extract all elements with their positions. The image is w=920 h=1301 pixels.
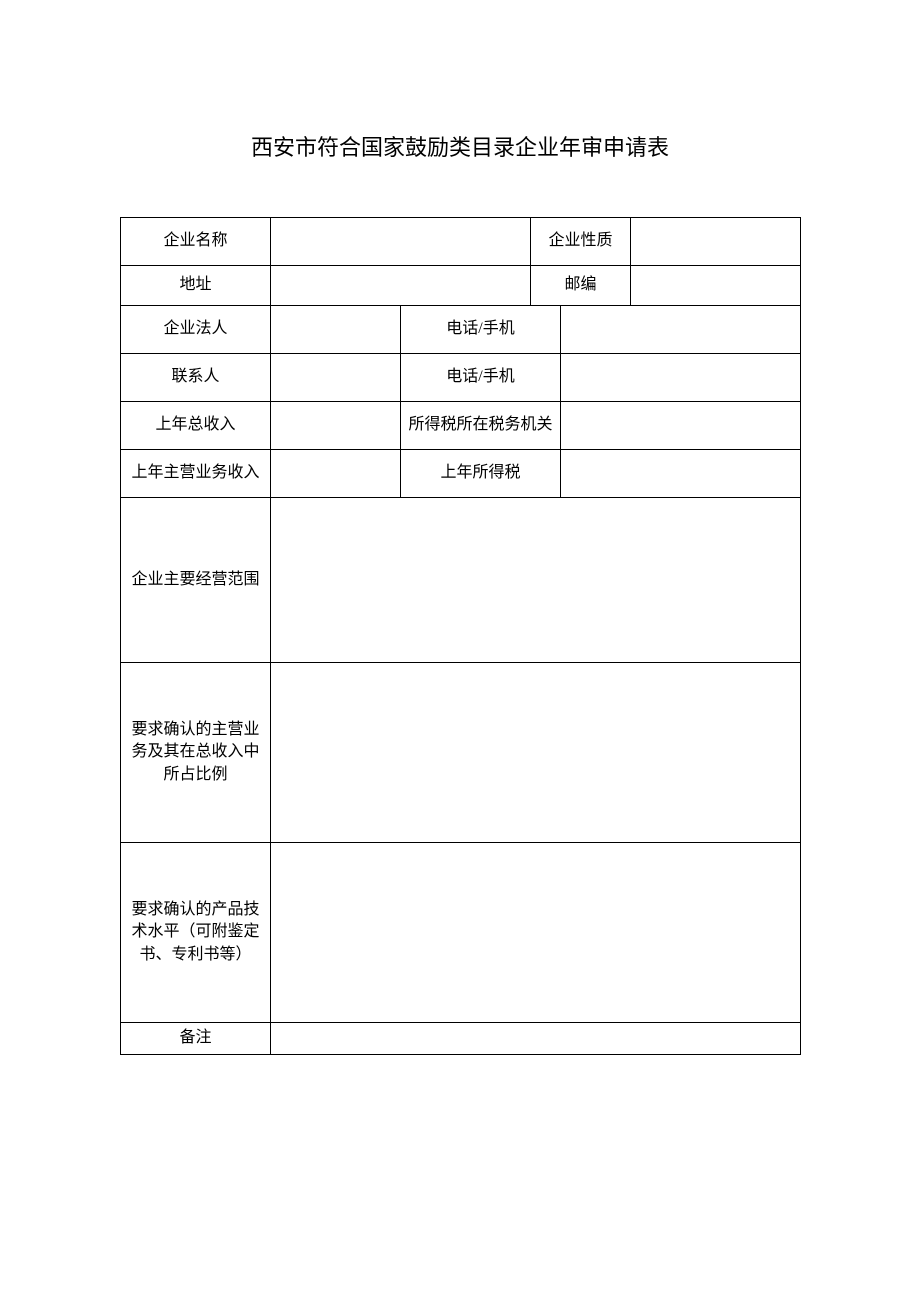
label-phone-1: 电话/手机: [401, 306, 561, 354]
label-main-business-ratio: 要求确认的主营业务及其在总收入中所占比例: [121, 663, 271, 843]
value-contact: [271, 354, 401, 402]
label-phone-2: 电话/手机: [401, 354, 561, 402]
label-last-year-income-tax: 上年所得税: [401, 450, 561, 498]
value-remark: [271, 1023, 801, 1055]
label-tax-authority: 所得税所在税务机关: [401, 402, 561, 450]
label-last-year-total-income: 上年总收入: [121, 402, 271, 450]
value-tax-authority: [561, 402, 801, 450]
label-business-scope: 企业主要经营范围: [121, 498, 271, 663]
value-phone-2: [561, 354, 801, 402]
label-legal-person: 企业法人: [121, 306, 271, 354]
application-form-table: 企业名称 企业性质 地址 邮编 企业法人 电话/手机 联系人 电话/手机 上年总…: [120, 217, 801, 1055]
label-address: 地址: [121, 266, 271, 306]
value-last-year-total-income: [271, 402, 401, 450]
label-company-nature: 企业性质: [531, 218, 631, 266]
label-postcode: 邮编: [531, 266, 631, 306]
value-company-nature: [631, 218, 801, 266]
value-postcode: [631, 266, 801, 306]
value-main-business-ratio: [271, 663, 801, 843]
label-last-year-main-income: 上年主营业务收入: [121, 450, 271, 498]
value-product-tech-level: [271, 843, 801, 1023]
value-legal-person: [271, 306, 401, 354]
label-remark: 备注: [121, 1023, 271, 1055]
value-address: [271, 266, 531, 306]
value-phone-1: [561, 306, 801, 354]
label-contact: 联系人: [121, 354, 271, 402]
value-business-scope: [271, 498, 801, 663]
value-company-name: [271, 218, 531, 266]
label-company-name: 企业名称: [121, 218, 271, 266]
page-title: 西安市符合国家鼓励类目录企业年审申请表: [120, 130, 800, 162]
label-product-tech-level: 要求确认的产品技术水平（可附鉴定书、专利书等）: [121, 843, 271, 1023]
value-last-year-income-tax: [561, 450, 801, 498]
value-last-year-main-income: [271, 450, 401, 498]
